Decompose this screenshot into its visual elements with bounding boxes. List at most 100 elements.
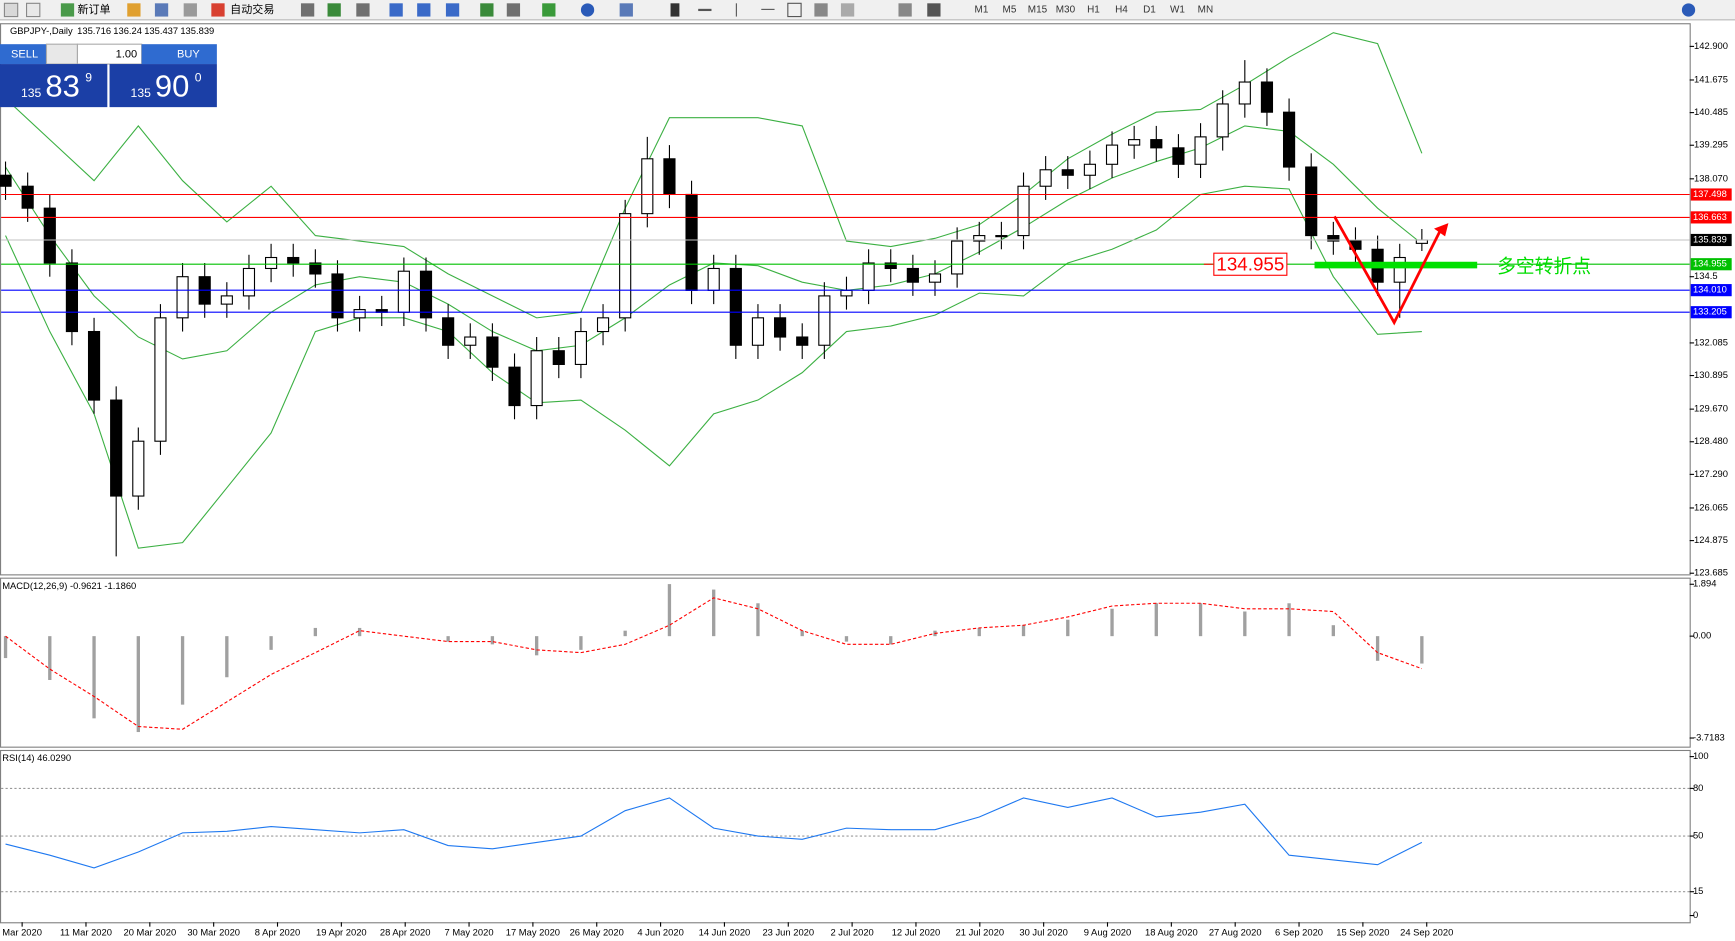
new-order-button[interactable]: 新订单 [77, 2, 110, 16]
date-label: 14 Jun 2020 [699, 927, 751, 938]
ask-fraction: 0 [195, 71, 202, 85]
macd-bar [136, 636, 140, 733]
y-tick-label: 127.290 [1694, 468, 1728, 479]
macd-bar [1287, 603, 1291, 637]
candle-body [486, 336, 499, 368]
candle-body [0, 174, 12, 187]
macd-bar [1420, 636, 1424, 664]
candle-body [154, 317, 167, 442]
candle-body [508, 366, 521, 407]
date-label: 23 Jun 2020 [762, 927, 814, 938]
candle-body [995, 235, 1008, 238]
arrow-head [1434, 223, 1449, 237]
rsi-tick-label: 100 [1693, 750, 1709, 761]
macd-bar [92, 636, 96, 719]
macd-bar [490, 636, 495, 645]
timeframe-button[interactable]: M5 [1003, 5, 1017, 16]
timeframe-button[interactable]: M15 [1028, 5, 1048, 16]
candle-body [242, 267, 256, 297]
macd-tick-label: 1.894 [1693, 578, 1716, 589]
date-label: 27 Aug 2020 [1209, 927, 1262, 938]
lot-value[interactable]: 1.00 [116, 49, 138, 61]
y-tick-label: 129.670 [1694, 403, 1728, 414]
date-label: 9 Aug 2020 [1084, 927, 1131, 938]
candle-body [774, 317, 787, 338]
y-tick-label: 128.480 [1694, 435, 1728, 446]
y-tick-label: 142.900 [1694, 40, 1728, 51]
macd-bar [1066, 619, 1070, 637]
macd-bar [623, 630, 627, 637]
y-tick-label: 141.675 [1694, 73, 1728, 84]
date-label: 17 May 2020 [506, 927, 560, 938]
candle-body [331, 273, 344, 319]
toolbar-icons [3, 2, 1696, 18]
macd-bar [446, 636, 450, 642]
candle-body [132, 440, 145, 497]
candle-body [574, 330, 588, 365]
macd-bar [889, 636, 893, 645]
buy-button[interactable] [141, 44, 217, 65]
last-high: 136.24 [113, 26, 142, 37]
sell-button[interactable] [0, 44, 47, 65]
macd-bar [225, 636, 229, 678]
candle-body [751, 317, 765, 346]
annotation-text: 多空转折点 [1497, 256, 1591, 277]
last-low: 135.437 [144, 26, 178, 37]
rsi-tick-label: 50 [1693, 830, 1703, 841]
timeframe-button[interactable]: M1 [975, 5, 989, 16]
bollinger-lower [5, 185, 1422, 549]
macd-bar [269, 636, 273, 650]
macd-tick-label: 0.00 [1693, 630, 1711, 641]
timeframe-button[interactable]: D1 [1143, 5, 1156, 16]
bid-box[interactable] [0, 64, 108, 108]
candle-body [287, 256, 300, 264]
candle-body [464, 336, 477, 346]
macd-bar [1375, 636, 1380, 661]
price-level-label: 134.955 [1693, 258, 1727, 269]
ask-big-figure: 135 [131, 86, 152, 100]
timeframe-button[interactable]: H4 [1115, 5, 1128, 16]
macd-bar [1154, 603, 1158, 637]
candle-body [818, 295, 831, 346]
macd-bar [3, 636, 8, 659]
candle-body [685, 193, 698, 291]
timeframe-button[interactable]: M30 [1056, 5, 1076, 16]
y-tick-label: 132.085 [1694, 336, 1728, 347]
candle-body [906, 267, 919, 283]
date-label: 18 Aug 2020 [1145, 927, 1198, 938]
sell-label[interactable]: SELL [11, 49, 38, 61]
buy-label[interactable]: BUY [177, 49, 200, 61]
symbol: GBPJPY-,Daily [10, 26, 73, 37]
timeframe-button[interactable]: MN [1198, 5, 1213, 16]
macd-bar [1243, 611, 1247, 637]
candle-body [1393, 256, 1406, 283]
candle-body [1327, 235, 1340, 242]
timeframe-button[interactable]: W1 [1170, 5, 1185, 16]
rsi-title: RSI(14) 46.0290 [2, 752, 71, 763]
candle-body [973, 235, 986, 242]
candle-body [1061, 169, 1074, 176]
price-level-label: 135.839 [1693, 233, 1727, 244]
macd-bar [756, 603, 760, 637]
macd-bar [844, 636, 849, 642]
price-level-tag [1690, 188, 1732, 201]
date-label: 26 May 2020 [570, 927, 624, 938]
date-label: 20 Mar 2020 [123, 927, 176, 938]
date-label: 2 Jul 2020 [830, 927, 873, 938]
candle-body [552, 350, 565, 365]
date-label: 19 Apr 2020 [316, 927, 367, 938]
timeframe-button[interactable]: H1 [1087, 5, 1100, 16]
annotation-box [1213, 252, 1288, 276]
lot-arrow[interactable] [45, 43, 79, 65]
candle-body [1039, 169, 1052, 187]
candle-body [707, 267, 720, 291]
candle-body [1172, 147, 1185, 165]
rsi-tick-label: 0 [1693, 909, 1698, 920]
auto-trading-button[interactable]: 自动交易 [230, 2, 274, 16]
price-level-tag [1690, 306, 1732, 319]
rsi-panel: RSI(14) 46.0290 100 80 50 15 0 [1, 750, 1709, 920]
y-tick-label: 134.5 [1694, 270, 1717, 281]
ask-box[interactable] [109, 64, 217, 108]
macd-bar [534, 636, 539, 656]
